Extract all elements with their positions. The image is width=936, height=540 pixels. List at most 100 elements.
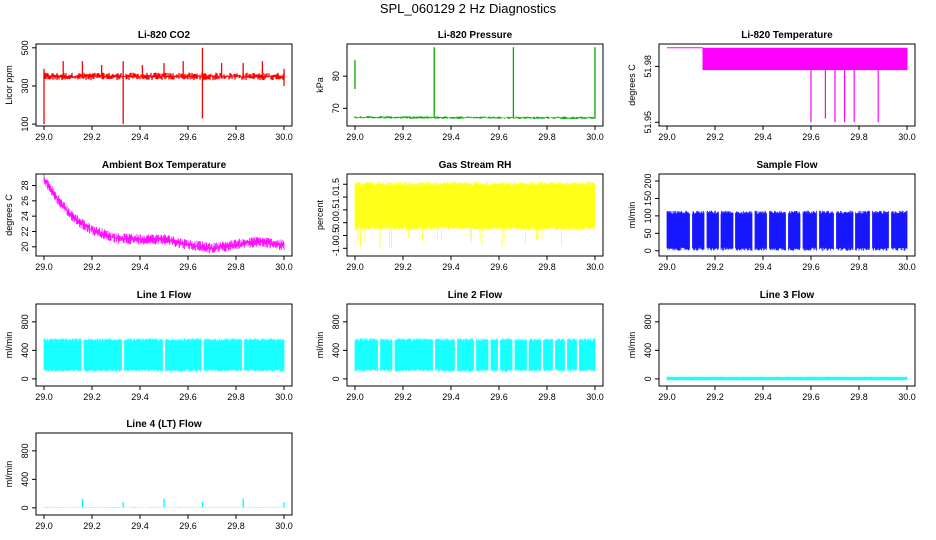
x-tick-label: 29.0 xyxy=(35,521,53,531)
y-tick-label: 0 xyxy=(643,248,653,253)
x-tick-label: 30.0 xyxy=(898,392,916,402)
data-series xyxy=(666,376,908,381)
x-tick-label: 29.6 xyxy=(179,262,197,272)
y-tick-label: 50 xyxy=(643,228,653,238)
y-tick-label: 400 xyxy=(20,472,30,487)
x-tick-label: 29.6 xyxy=(802,392,820,402)
panel-title: Li-820 Pressure xyxy=(438,30,513,41)
y-tick-label: 800 xyxy=(20,314,30,329)
panel-title: Ambient Box Temperature xyxy=(102,160,227,171)
x-tick-label: 30.0 xyxy=(275,132,293,142)
panel-title: Gas Stream RH xyxy=(439,160,512,171)
y-tick-label: 0 xyxy=(20,376,30,381)
x-tick-label: 29.0 xyxy=(658,392,676,402)
x-tick-label: 29.4 xyxy=(754,132,772,142)
x-tick-label: 29.6 xyxy=(179,132,197,142)
panel-title: Line 4 (LT) Flow xyxy=(126,419,202,430)
y-tick-label: 28 xyxy=(20,180,30,190)
y-tick-label: 22 xyxy=(20,226,30,236)
panel-3: Ambient Box Temperature degrees C 29.0 29.2… xyxy=(4,160,293,272)
y-tick-label: 20 xyxy=(20,242,30,252)
plot-frame xyxy=(658,173,916,257)
plot-frame xyxy=(35,43,293,127)
y-tick-label: 0.5 xyxy=(331,204,341,217)
y-axis-label: ml/min xyxy=(627,332,637,359)
x-tick-label: 29.4 xyxy=(131,262,149,272)
data-series xyxy=(43,174,285,254)
panel-title: Li-820 Temperature xyxy=(741,30,833,41)
y-tick-label: 70 xyxy=(331,103,341,113)
panel-2: Li-820 Temperature degrees C 29.0 29.2 29.4 2… xyxy=(627,30,916,142)
x-tick-label: 29.0 xyxy=(346,262,364,272)
y-tick-label: 200 xyxy=(643,173,653,188)
y-axis-label: percent xyxy=(315,199,325,230)
y-tick-label: 0 xyxy=(643,376,653,381)
x-tick-label: 29.4 xyxy=(131,521,149,531)
x-tick-label: 29.6 xyxy=(802,262,820,272)
panel-title: Line 1 Flow xyxy=(137,290,192,301)
x-tick-label: 29.4 xyxy=(131,132,149,142)
x-tick-label: 30.0 xyxy=(898,262,916,272)
x-tick-label: 29.0 xyxy=(35,392,53,402)
x-tick-label: 29.2 xyxy=(394,262,412,272)
panel-5: Sample Flow ml/min 29.0 29.2 29.4 29.6 29.8 30.… xyxy=(627,160,916,272)
data-series xyxy=(354,47,596,120)
data-series xyxy=(667,47,908,123)
panel-1: Li-820 Pressure kPa 29.0 29.2 29.4 29.6 29.8 30… xyxy=(315,30,604,142)
x-tick-label: 29.6 xyxy=(490,132,508,142)
y-tick-label: -1.0 xyxy=(331,241,341,257)
panel-title: Line 2 Flow xyxy=(448,290,503,301)
y-axis-label: ml/min xyxy=(315,332,325,359)
x-tick-label: 29.8 xyxy=(538,132,556,142)
x-tick-label: 29.2 xyxy=(83,521,101,531)
y-tick-label: 400 xyxy=(331,343,341,358)
y-tick-label: 300 xyxy=(20,78,30,93)
data-series xyxy=(43,498,285,508)
x-tick-label: 29.0 xyxy=(346,132,364,142)
x-tick-label: 29.2 xyxy=(83,262,101,272)
panel-0: Li-820 CO2 Licor ppm 29.0 29.2 29.4 29.6 29.8 3… xyxy=(4,30,293,142)
panel-9: Line 4 (LT) Flow ml/min 29.0 29.2 29.4 29.6 29… xyxy=(4,419,293,531)
x-tick-label: 29.6 xyxy=(490,392,508,402)
y-tick-label: 800 xyxy=(331,314,341,329)
x-tick-label: 29.8 xyxy=(850,262,868,272)
x-tick-label: 29.4 xyxy=(754,262,772,272)
y-tick-label: 100 xyxy=(643,208,653,223)
y-tick-label: 26 xyxy=(20,196,30,206)
y-tick-label: 0 xyxy=(331,376,341,381)
data-series xyxy=(43,338,285,372)
y-tick-label: 51.98 xyxy=(643,55,653,78)
y-tick-label: 150 xyxy=(643,191,653,206)
figure-title: SPL_060129 2 Hz Diagnostics xyxy=(379,1,557,16)
plot-frame xyxy=(658,303,916,387)
x-tick-label: 29.4 xyxy=(754,392,772,402)
plot-frame xyxy=(35,303,293,387)
x-tick-label: 29.8 xyxy=(850,392,868,402)
y-tick-label: 0 xyxy=(20,505,30,510)
x-tick-label: 29.2 xyxy=(394,392,412,402)
y-tick-label: 0.0 xyxy=(331,216,341,229)
data-series xyxy=(43,47,285,125)
data-series xyxy=(666,210,908,251)
y-axis-label: ml/min xyxy=(627,202,637,229)
x-tick-label: 29.8 xyxy=(227,521,245,531)
x-tick-label: 29.4 xyxy=(442,262,460,272)
x-tick-label: 29.0 xyxy=(35,262,53,272)
x-tick-label: 29.0 xyxy=(658,262,676,272)
y-tick-label: 500 xyxy=(20,40,30,55)
data-series xyxy=(354,181,596,248)
y-tick-label: 51.95 xyxy=(643,111,653,134)
x-tick-label: 29.2 xyxy=(706,392,724,402)
plot-frame xyxy=(658,43,916,127)
x-tick-label: 29.4 xyxy=(131,392,149,402)
x-tick-label: 30.0 xyxy=(898,132,916,142)
x-tick-label: 29.6 xyxy=(802,132,820,142)
x-tick-label: 29.8 xyxy=(227,132,245,142)
panel-8: Line 3 Flow ml/min 29.0 29.2 29.4 29.6 29.8 30.… xyxy=(627,290,916,402)
y-tick-label: 1.0 xyxy=(331,191,341,204)
plot-frame xyxy=(346,173,604,257)
panel-title: Li-820 CO2 xyxy=(138,30,191,41)
y-tick-label: 1.5 xyxy=(331,178,341,191)
x-tick-label: 29.0 xyxy=(658,132,676,142)
